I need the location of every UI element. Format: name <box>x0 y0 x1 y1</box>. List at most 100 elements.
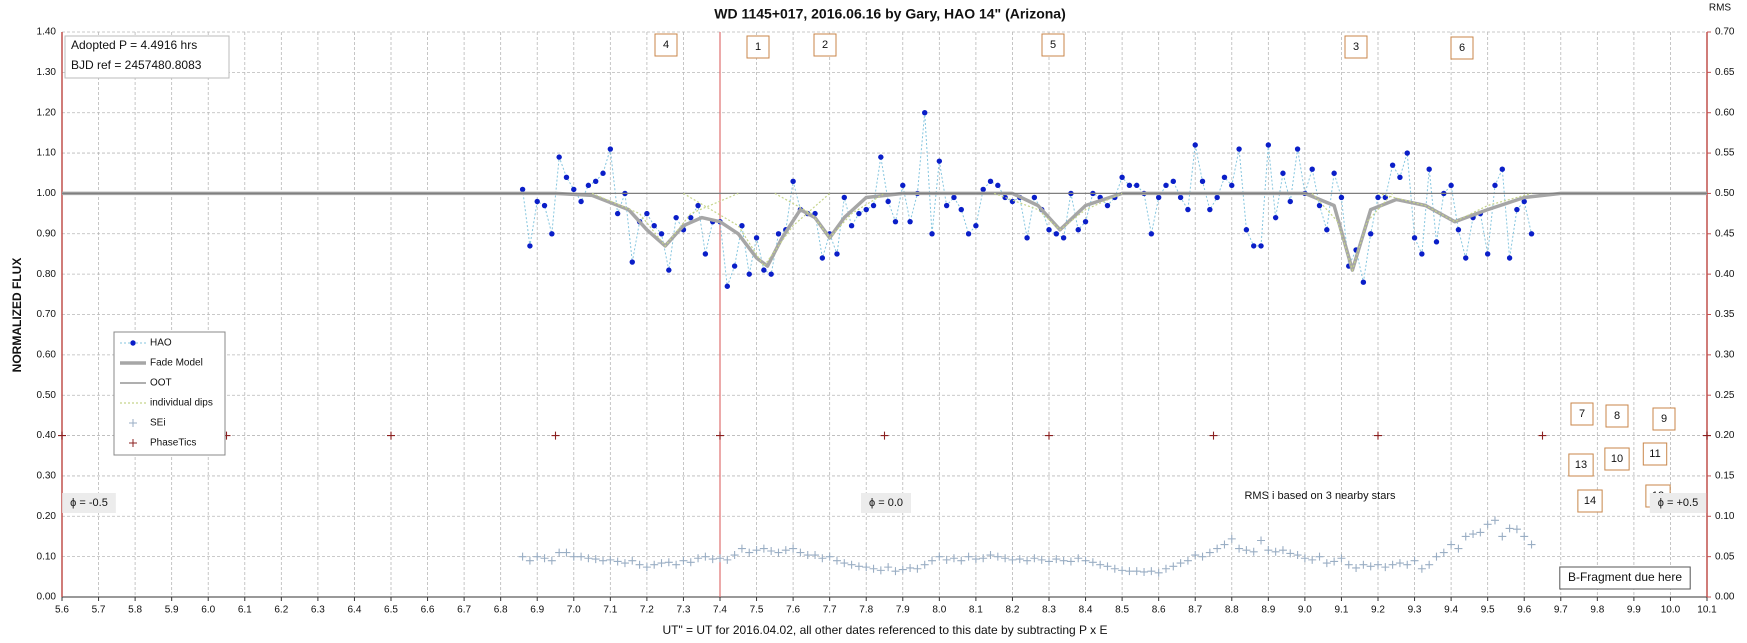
plus-marker <box>1469 530 1478 539</box>
data-point <box>673 214 679 221</box>
plus-marker <box>1140 567 1149 576</box>
data-point <box>724 283 731 289</box>
x-tick-label: 8.3 <box>1042 605 1056 616</box>
plus-marker <box>1096 560 1105 569</box>
y-tick-label: 0.70 <box>37 309 57 320</box>
data-point <box>1521 198 1527 205</box>
plus-marker <box>694 554 703 563</box>
plus-marker <box>1483 520 1492 529</box>
plus-marker <box>664 558 673 567</box>
plus-marker <box>825 552 834 561</box>
x-tick-label: 9.1 <box>1334 605 1348 616</box>
x-tick-label: 6.2 <box>274 605 288 616</box>
x-tick-label: 8.7 <box>1188 605 1202 616</box>
data-point <box>600 170 606 176</box>
data-point <box>1126 182 1133 189</box>
plus-marker <box>1403 560 1412 569</box>
plus-marker <box>1235 544 1244 553</box>
annotation-text: 6 <box>1459 42 1465 54</box>
plus-marker <box>1425 560 1434 569</box>
x-tick-label: 9.9 <box>1627 605 1641 616</box>
plus-marker <box>1103 562 1112 571</box>
plus-marker <box>1183 556 1192 565</box>
annotation-box <box>1642 442 1668 466</box>
plus-marker <box>533 552 542 561</box>
data-point <box>1119 174 1125 180</box>
data-point <box>819 255 826 261</box>
data-point <box>1053 231 1060 237</box>
plus-marker <box>525 556 534 565</box>
plus-marker <box>1538 431 1547 440</box>
plus-marker <box>1015 555 1024 564</box>
plus-marker <box>1359 560 1368 569</box>
data-point <box>1229 182 1235 189</box>
plus-marker <box>642 563 651 572</box>
plus-marker <box>1381 563 1390 572</box>
plus-marker <box>781 546 790 555</box>
data-point <box>1258 243 1264 249</box>
annotation: ϕ = +0.5 <box>1649 493 1707 513</box>
annotation-text: ϕ = -0.5 <box>70 497 108 509</box>
plus-marker <box>986 551 995 560</box>
plus-marker <box>1366 562 1375 571</box>
plus-marker <box>1198 552 1207 561</box>
x-tick-label: 9.4 <box>1444 605 1458 616</box>
annotation: 9 <box>1652 407 1676 431</box>
annotation-text: 3 <box>1353 41 1359 53</box>
legend-dot <box>130 340 136 346</box>
data-point <box>658 231 665 237</box>
data-point <box>1104 202 1111 209</box>
plus-marker <box>1454 544 1463 553</box>
data-point <box>614 210 621 217</box>
data-point <box>907 218 913 225</box>
data-point <box>1331 170 1337 176</box>
plus-marker <box>730 551 739 560</box>
plus-marker <box>1045 431 1053 440</box>
plus-marker <box>752 546 761 555</box>
plus-marker <box>701 552 710 561</box>
data-point <box>731 263 738 269</box>
annotation: ϕ = 0.0 <box>861 493 911 513</box>
data-point <box>848 223 855 229</box>
x-tick-label: 6.4 <box>347 605 361 616</box>
plus-marker <box>1066 557 1075 566</box>
y-tick-label: 0.50 <box>37 390 57 401</box>
annotation: 4 <box>654 33 678 57</box>
plus-marker <box>591 555 600 564</box>
plus-marker <box>737 544 746 553</box>
annotation: 2 <box>813 33 837 57</box>
annotation-text: 2 <box>822 39 828 51</box>
x-tick-label: 5.9 <box>165 605 179 616</box>
plus-marker <box>657 559 666 568</box>
plus-marker <box>1374 560 1382 569</box>
x-tick-label: 10.1 <box>1697 605 1717 616</box>
data-point <box>863 206 869 213</box>
y-tick-label: 0.20 <box>37 511 57 522</box>
data-point <box>607 146 614 152</box>
data-point <box>936 158 943 164</box>
plus-marker <box>796 548 805 557</box>
data-point <box>958 206 964 213</box>
data-point <box>980 186 986 193</box>
plus-marker <box>1052 555 1061 564</box>
y2-tick-label: 0.10 <box>1715 511 1735 522</box>
plus-marker <box>716 554 724 563</box>
x-tick-label: 6.8 <box>494 605 508 616</box>
data-point <box>571 186 577 193</box>
data-point <box>1338 194 1345 201</box>
y2-tick-label: 0.20 <box>1715 430 1735 441</box>
y-axis-label: NORMALIZED FLUX <box>10 258 24 373</box>
plus-marker <box>869 564 878 573</box>
data-point <box>1506 255 1513 261</box>
data-point <box>1309 166 1315 172</box>
plus-marker <box>1278 546 1287 555</box>
plus-marker <box>803 551 812 560</box>
plus-marker <box>1395 559 1404 568</box>
plus-marker <box>1249 547 1258 556</box>
data-point <box>666 267 672 273</box>
x-tick-label: 7.9 <box>896 605 910 616</box>
y2-tick-label: 0.65 <box>1715 67 1735 78</box>
y-tick-label: 0.80 <box>37 269 57 280</box>
annotation-box <box>813 33 837 57</box>
data-point <box>1528 231 1535 237</box>
